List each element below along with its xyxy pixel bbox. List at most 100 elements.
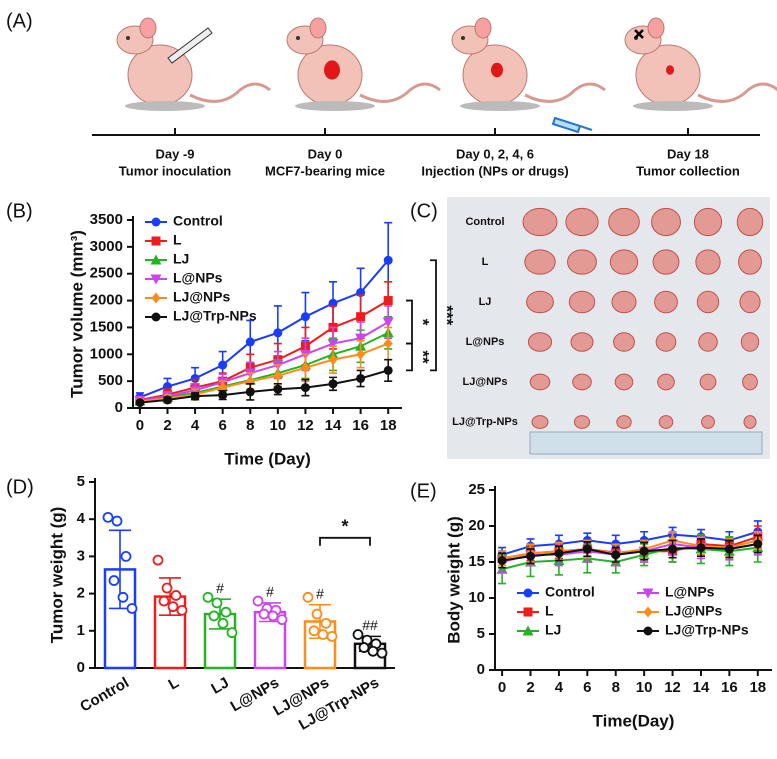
data-point xyxy=(211,597,223,609)
marker xyxy=(356,348,366,360)
mouse-base xyxy=(125,101,205,111)
data-point xyxy=(317,629,329,640)
significance-label: # xyxy=(316,585,324,601)
tumor-sample xyxy=(699,373,717,391)
y-tick-label: 15 xyxy=(468,553,485,570)
marker xyxy=(382,317,394,328)
tumor-sample xyxy=(693,207,723,237)
tumor-sample xyxy=(529,373,551,391)
tumor-sample xyxy=(651,207,681,237)
significance-label: ## xyxy=(362,617,378,633)
tumor-sample xyxy=(531,415,549,429)
tumor-sample xyxy=(738,249,762,275)
tumor-sample xyxy=(568,290,596,314)
tumor-sample xyxy=(654,290,678,314)
marker xyxy=(642,588,654,599)
x-tick-label: 18 xyxy=(749,679,766,696)
mouse-illustration xyxy=(116,17,271,111)
x-tick-label: 8 xyxy=(612,679,620,696)
marker xyxy=(150,254,162,265)
x-tick-label: 10 xyxy=(636,679,653,696)
marker xyxy=(218,360,228,370)
photo-row-label: LJ@Trp-NPs xyxy=(452,416,518,428)
significance-label: *** xyxy=(438,305,457,325)
y-axis-label: Body weight (g) xyxy=(444,516,463,643)
mouse-ear xyxy=(139,17,157,39)
timeline-day: Day 0, 2, 4, 6 xyxy=(456,146,534,161)
x-tick-label: 12 xyxy=(297,417,314,434)
y-tick-label: 4 xyxy=(77,510,86,527)
tumor-sample xyxy=(524,249,556,275)
marker xyxy=(151,292,161,304)
mouse-ear xyxy=(647,17,665,39)
series-line xyxy=(139,369,389,404)
timeline-event: Tumor collection xyxy=(636,163,740,178)
marker xyxy=(526,551,536,561)
tumor-sample xyxy=(740,332,760,352)
tumor-sample xyxy=(616,415,632,429)
y-tick-label: 500 xyxy=(98,372,123,389)
data-point xyxy=(208,610,220,622)
photo-background xyxy=(447,197,770,459)
syringe xyxy=(551,116,593,134)
y-tick-label: 1 xyxy=(77,622,85,639)
marker xyxy=(643,626,653,636)
marker xyxy=(273,328,283,338)
mouse-base xyxy=(633,101,713,111)
marker xyxy=(356,373,366,383)
marker xyxy=(245,387,255,397)
mouse-eye xyxy=(461,36,465,40)
data-point xyxy=(367,645,379,657)
data-point xyxy=(308,625,320,637)
x-axis-label: Time (Day) xyxy=(224,449,311,468)
marker xyxy=(611,550,621,560)
marker xyxy=(696,543,706,553)
data-point xyxy=(320,617,332,629)
y-tick-label: 2500 xyxy=(90,265,123,282)
significance-label: ** xyxy=(414,350,433,364)
mouse-tail xyxy=(359,82,441,103)
tumor-sample xyxy=(743,415,757,429)
x-tick-label: 4 xyxy=(191,417,200,434)
significance-label: * xyxy=(414,319,433,326)
photo-row-label: LJ xyxy=(479,296,492,308)
tumor-sample xyxy=(657,373,675,391)
x-tick-label: 2 xyxy=(163,417,171,434)
y-tick-label: 2 xyxy=(77,585,85,602)
marker xyxy=(151,217,161,227)
panel-label: (B) xyxy=(6,200,33,222)
data-point xyxy=(158,595,170,607)
marker xyxy=(328,354,338,366)
data-point xyxy=(161,582,173,594)
series-line xyxy=(139,259,389,399)
data-point xyxy=(102,511,114,523)
tumor-sample xyxy=(695,249,721,275)
marker xyxy=(356,312,366,322)
panel-label: (E) xyxy=(410,480,437,502)
significance-bracket xyxy=(406,342,413,372)
x-tick-label: 14 xyxy=(693,679,710,696)
tumor-sample xyxy=(739,290,761,314)
tumor-sample xyxy=(565,207,599,237)
marker xyxy=(151,312,161,322)
x-tick-label: 10 xyxy=(270,417,287,434)
y-tick-label: 2000 xyxy=(90,292,123,309)
data-point xyxy=(252,595,264,607)
marker xyxy=(150,274,162,285)
data-point xyxy=(152,554,164,566)
timeline-day: Day 18 xyxy=(667,146,709,161)
y-tick-label: 5 xyxy=(477,625,485,642)
photo-row-label: Control xyxy=(465,216,504,228)
data-point xyxy=(202,591,214,603)
mouse-tail xyxy=(524,82,606,103)
data-point xyxy=(267,610,279,622)
x-tick-label: 6 xyxy=(218,417,226,434)
legend-label: LJ@NPs xyxy=(173,289,230,305)
tumor-photo: Control L LJ L@NPs LJ@NPs LJ@Trp-NPs xyxy=(447,197,770,459)
syringe xyxy=(167,27,213,64)
tumor-sample xyxy=(652,249,680,275)
y-tick-label: 0 xyxy=(115,399,123,416)
tumor-sample xyxy=(742,373,758,391)
y-tick-label: 25 xyxy=(468,481,485,498)
marker xyxy=(218,390,228,400)
